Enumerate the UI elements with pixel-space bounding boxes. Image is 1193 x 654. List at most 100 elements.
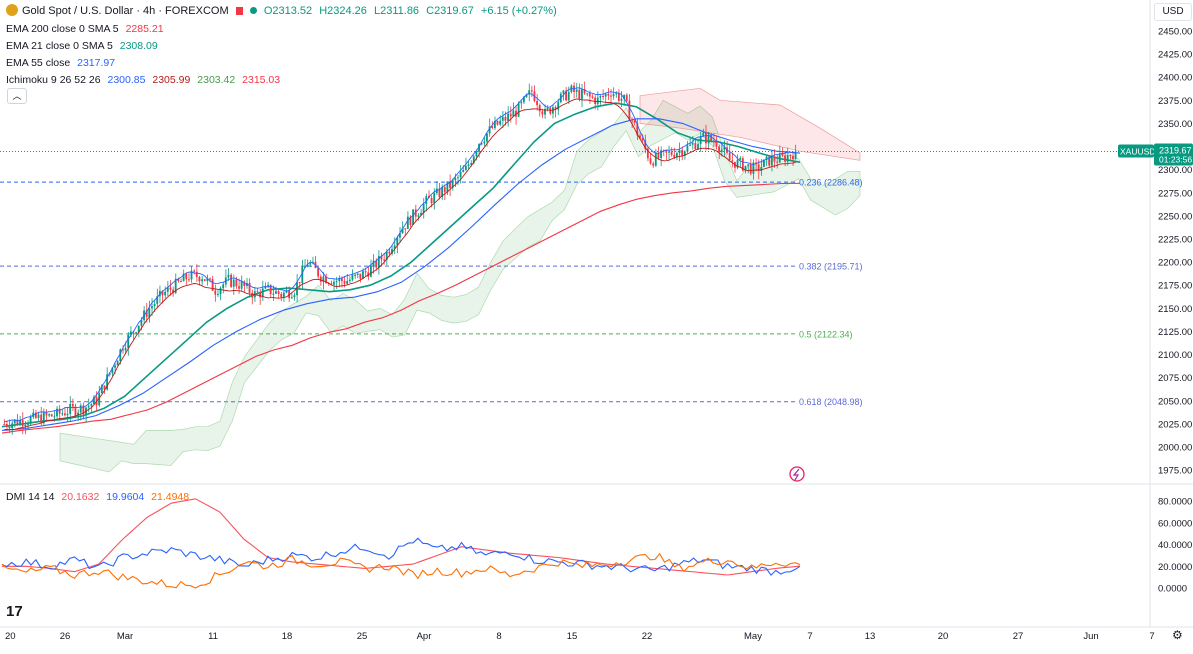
y-tick-label: 2350.00 [1158, 119, 1192, 130]
candle-body [704, 132, 707, 144]
candle-body [264, 286, 267, 289]
settings-gear-icon[interactable]: ⚙ [1172, 628, 1183, 642]
candle-body [90, 404, 93, 406]
x-tick-label: May [744, 631, 762, 642]
candle-body [174, 278, 177, 293]
candle-body [193, 270, 196, 272]
candle-body [343, 281, 346, 284]
candle-body [209, 278, 211, 280]
candle-body [259, 292, 262, 298]
ohlc-open: O2313.52 [263, 5, 313, 17]
candle-body [364, 271, 367, 273]
candle-body [467, 164, 470, 166]
dmi-tick-label: 20.0000 [1158, 562, 1192, 573]
candle-body [129, 331, 132, 335]
candle-body [507, 113, 509, 121]
y-tick-label: 2150.00 [1158, 304, 1192, 315]
candle-body [749, 164, 752, 174]
candle-body [103, 385, 106, 390]
ohlc-close: C2319.67 [426, 5, 474, 17]
candle-body [681, 150, 684, 156]
candle-body [375, 260, 378, 268]
collapse-legend-button[interactable]: ︿ [7, 88, 27, 104]
candle-body [475, 151, 478, 157]
candle-body [348, 279, 351, 282]
candle-body [776, 161, 779, 163]
candle-body [21, 419, 24, 427]
x-tick-label: 7 [807, 631, 812, 642]
candle-body [530, 90, 533, 92]
candle-body [596, 97, 599, 105]
candle-body [372, 260, 375, 266]
y-tick-label: 2025.00 [1158, 419, 1192, 430]
symbol-title[interactable]: Gold Spot / U.S. Dollar · 4h · FOREXCOM [22, 5, 229, 17]
candle-body [111, 367, 114, 374]
indicator-ema200[interactable]: EMA 200 close 0 SMA 5 2285.21 [6, 23, 168, 35]
candle-body [3, 423, 6, 425]
candle-body [180, 281, 182, 283]
candle-body [433, 193, 436, 204]
candle-body [478, 144, 480, 152]
indicator-value: 2315.03 [242, 74, 281, 86]
candle-body [66, 413, 69, 416]
indicator-ema21[interactable]: EMA 21 close 0 SMA 5 2308.09 [6, 40, 162, 52]
candle-body [770, 156, 773, 166]
x-tick-label: 8 [496, 631, 501, 642]
candle-body [98, 393, 101, 406]
candle-body [673, 154, 676, 158]
candle-body [438, 188, 441, 197]
y-tick-label: 1975.00 [1158, 466, 1192, 477]
candle-body [752, 162, 755, 174]
indicator-label: EMA 55 close [6, 57, 71, 69]
candle-body [256, 291, 259, 293]
candle-body [230, 274, 232, 287]
currency-button[interactable]: USD [1154, 3, 1192, 21]
indicator-value: 2285.21 [125, 23, 164, 35]
candle-body [691, 143, 694, 145]
candle-body [272, 293, 275, 295]
candle-body [53, 416, 56, 418]
symbol-tag: XAUUSD [1120, 146, 1155, 156]
candle-body [298, 282, 301, 284]
events-icon [789, 466, 805, 482]
candle-body [538, 105, 541, 112]
candle-body [359, 273, 362, 279]
candle-body [520, 102, 523, 104]
ohlc-high: H2324.26 [319, 5, 367, 17]
x-tick-label: 27 [1013, 631, 1024, 642]
indicator-dmi[interactable]: DMI 14 14 20.1632 19.9604 21.4948 [6, 491, 193, 503]
indicator-ema55[interactable]: EMA 55 close 2317.97 [6, 57, 119, 69]
indicator-ichimoku[interactable]: Ichimoku 9 26 52 26 2300.85 2305.99 2303… [6, 74, 284, 86]
y-tick-label: 2250.00 [1158, 211, 1192, 222]
candle-body [185, 273, 188, 280]
flag-icon[interactable] [235, 7, 243, 15]
candle-body [544, 109, 546, 115]
indicator-value: 2303.42 [197, 74, 236, 86]
candle-body [5, 424, 8, 427]
candle-body [686, 145, 689, 152]
candle-body [114, 365, 116, 368]
candle-body [29, 417, 32, 424]
candle-body [536, 100, 538, 106]
candle-body [248, 282, 251, 293]
candle-body [396, 237, 399, 246]
tradingview-logo-icon[interactable]: 17 [6, 603, 23, 620]
candle-body [285, 290, 288, 293]
candle-body [768, 156, 771, 166]
indicator-label: EMA 200 close 0 SMA 5 [6, 23, 119, 35]
candle-body [470, 163, 473, 165]
market-open-icon [249, 7, 257, 14]
candle-body [190, 270, 193, 280]
candle-body [92, 397, 95, 405]
candle-body [164, 291, 167, 296]
candle-body [728, 152, 731, 161]
candle-body [335, 281, 338, 283]
candle-body [27, 423, 29, 425]
candle-body [501, 116, 504, 121]
candle-body [472, 156, 475, 164]
candle-body [784, 155, 786, 162]
candle-body [211, 279, 214, 291]
candle-body [657, 152, 660, 158]
